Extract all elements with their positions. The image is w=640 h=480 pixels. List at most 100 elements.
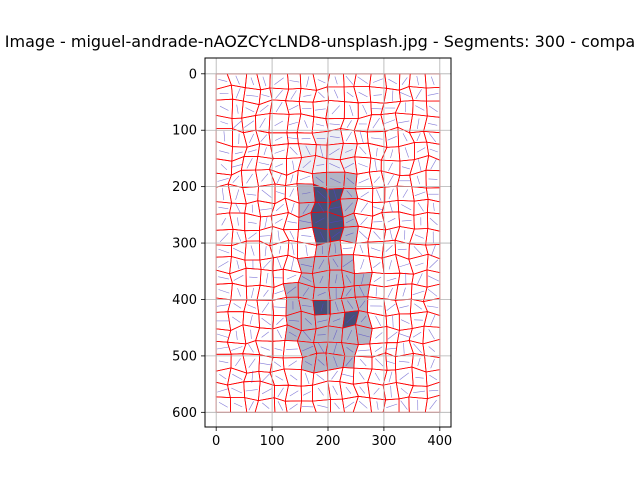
orientation-line	[301, 235, 312, 237]
orientation-line	[262, 402, 270, 409]
orientation-line	[259, 235, 271, 237]
orientation-line	[332, 258, 339, 268]
orientation-line	[237, 288, 241, 297]
orientation-line	[250, 245, 255, 256]
orientation-line	[264, 246, 267, 257]
orientation-line	[428, 329, 435, 340]
orientation-line	[428, 178, 438, 180]
y-tick-label: 300	[172, 237, 197, 252]
orientation-line	[428, 105, 438, 112]
orientation-line	[373, 94, 382, 96]
orientation-line	[332, 385, 338, 395]
y-tick-label: 100	[172, 124, 197, 139]
orientation-line	[431, 76, 435, 85]
orientation-line	[412, 331, 422, 338]
orientation-line	[373, 276, 382, 283]
orientation-line	[275, 191, 285, 195]
orientation-line	[249, 276, 258, 278]
orientation-line	[342, 247, 353, 249]
orientation-line	[317, 79, 326, 84]
orientation-line	[361, 274, 365, 285]
orientation-line	[414, 191, 426, 196]
orientation-line	[416, 147, 426, 153]
orientation-line	[218, 248, 230, 254]
orientation-line	[346, 314, 355, 324]
orientation-line	[401, 166, 410, 170]
orientation-line	[412, 290, 425, 296]
orientation-line	[275, 102, 283, 113]
orientation-line	[427, 288, 438, 297]
orientation-line	[291, 242, 295, 255]
orientation-line	[263, 147, 267, 155]
orientation-line	[429, 217, 438, 226]
orientation-line	[320, 303, 324, 312]
orientation-line	[329, 163, 341, 169]
orientation-line	[301, 345, 314, 352]
orientation-line	[332, 318, 341, 322]
orientation-line	[292, 160, 295, 171]
orientation-line	[237, 217, 239, 226]
orientation-line	[375, 315, 382, 327]
orientation-line	[301, 406, 314, 408]
orientation-line	[233, 303, 242, 309]
orientation-line	[235, 203, 241, 214]
orientation-line	[360, 202, 368, 213]
orientation-line	[247, 304, 257, 309]
orientation-line	[427, 305, 439, 308]
orientation-line	[329, 123, 340, 126]
orientation-line	[315, 123, 325, 127]
orientation-line	[289, 230, 295, 240]
orientation-line	[275, 136, 283, 141]
orientation-line	[357, 76, 368, 84]
orientation-line	[300, 263, 313, 267]
orientation-line	[376, 401, 379, 410]
orientation-line	[329, 148, 340, 156]
orientation-line	[235, 75, 240, 85]
orientation-line	[398, 120, 410, 124]
orientation-line	[399, 263, 410, 268]
orientation-line	[259, 362, 271, 366]
orientation-line	[221, 218, 226, 226]
orientation-line	[305, 145, 311, 156]
orientation-line	[235, 88, 241, 99]
orientation-line	[430, 314, 436, 326]
orientation-line	[388, 371, 393, 383]
orientation-line	[418, 159, 422, 172]
orientation-line	[277, 230, 280, 241]
orientation-line	[415, 262, 424, 267]
grid-lines	[205, 58, 451, 427]
orientation-line	[248, 232, 257, 239]
orientation-line	[388, 200, 393, 213]
orientation-line	[345, 218, 354, 224]
orientation-line	[249, 314, 253, 325]
orientation-line	[289, 146, 298, 155]
orientation-line	[417, 273, 423, 285]
orientation-line	[386, 403, 398, 408]
orientation-line	[218, 289, 230, 294]
orientation-line	[401, 220, 412, 222]
orientation-line	[400, 319, 410, 324]
orientation-line	[360, 259, 365, 270]
orientation-line	[359, 131, 364, 144]
orientation-line	[302, 391, 311, 396]
orientation-line	[232, 316, 241, 323]
orientation-line	[316, 374, 325, 381]
orientation-line	[260, 208, 273, 211]
orientation-line	[345, 131, 352, 142]
orientation-line	[246, 94, 259, 97]
orientation-line	[346, 190, 353, 197]
orientation-line	[301, 138, 311, 140]
orientation-line	[329, 177, 341, 184]
orientation-line	[400, 388, 408, 395]
orientation-line	[218, 402, 228, 408]
x-axis-ticks: 0 100 200 300 400	[212, 427, 452, 449]
orientation-line	[358, 230, 368, 240]
orientation-line	[316, 164, 325, 166]
orientation-line	[250, 77, 254, 86]
orientation-line	[231, 387, 243, 394]
orientation-line	[417, 118, 420, 129]
orientation-line	[358, 372, 365, 380]
orientation-line	[402, 189, 408, 198]
orientation-line	[371, 137, 383, 140]
orientation-line	[303, 94, 312, 97]
